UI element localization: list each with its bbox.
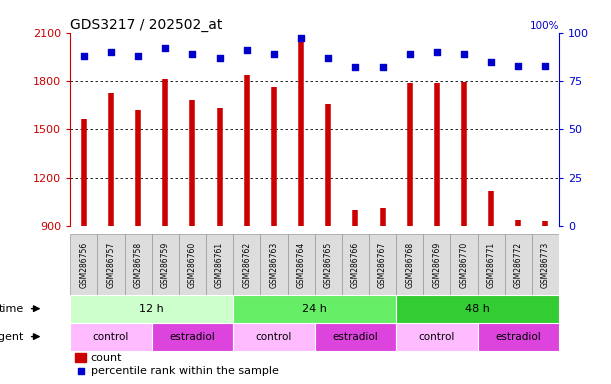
Text: GSM286766: GSM286766	[351, 241, 360, 288]
Text: agent: agent	[0, 331, 24, 342]
Bar	[396, 295, 559, 323]
Text: GSM286758: GSM286758	[134, 242, 142, 288]
Bar	[288, 234, 315, 295]
Bar	[125, 234, 152, 295]
Bar	[179, 234, 206, 295]
Point	[214, 55, 224, 61]
Text: GSM286768: GSM286768	[405, 242, 414, 288]
Bar	[315, 323, 396, 351]
Point	[161, 45, 170, 51]
Text: GSM286762: GSM286762	[243, 242, 251, 288]
Text: GSM286765: GSM286765	[324, 241, 333, 288]
Text: GDS3217 / 202502_at: GDS3217 / 202502_at	[70, 18, 222, 31]
Point	[459, 51, 469, 57]
Point	[296, 35, 306, 41]
Bar	[315, 234, 342, 295]
Text: 24 h: 24 h	[302, 304, 327, 314]
Bar	[423, 234, 450, 295]
Point	[378, 65, 387, 71]
Text: GSM286764: GSM286764	[296, 241, 306, 288]
Point	[76, 367, 86, 374]
Bar	[505, 234, 532, 295]
Point	[269, 51, 279, 57]
Bar	[369, 234, 396, 295]
Text: GSM286761: GSM286761	[215, 242, 224, 288]
Bar	[478, 323, 559, 351]
Bar	[233, 295, 396, 323]
Text: percentile rank within the sample: percentile rank within the sample	[91, 366, 279, 376]
Bar	[342, 234, 369, 295]
Point	[486, 59, 496, 65]
Bar	[152, 323, 233, 351]
Text: 100%: 100%	[530, 21, 559, 31]
Bar	[260, 234, 288, 295]
Bar	[233, 234, 260, 295]
Text: GSM286763: GSM286763	[269, 241, 279, 288]
Text: GSM286756: GSM286756	[79, 241, 89, 288]
Point	[79, 53, 89, 59]
Bar	[532, 234, 559, 295]
Text: GSM286769: GSM286769	[433, 241, 441, 288]
Text: GSM286767: GSM286767	[378, 241, 387, 288]
Text: count: count	[91, 353, 122, 363]
Bar	[450, 234, 478, 295]
Text: GSM286773: GSM286773	[541, 241, 550, 288]
Text: GSM286770: GSM286770	[459, 241, 469, 288]
Text: control: control	[419, 331, 455, 342]
Point	[323, 55, 333, 61]
Text: GSM286757: GSM286757	[106, 241, 115, 288]
Point	[106, 49, 116, 55]
Text: estradiol: estradiol	[332, 331, 378, 342]
Bar	[75, 353, 86, 362]
Text: control: control	[256, 331, 292, 342]
Point	[513, 63, 523, 69]
Bar	[206, 234, 233, 295]
Text: estradiol: estradiol	[170, 331, 215, 342]
Text: GSM286772: GSM286772	[514, 242, 523, 288]
Point	[432, 49, 442, 55]
Bar	[396, 323, 478, 351]
Bar	[233, 323, 315, 351]
Bar	[97, 234, 125, 295]
Point	[133, 53, 143, 59]
Point	[541, 63, 551, 69]
Text: GSM286760: GSM286760	[188, 241, 197, 288]
Text: control: control	[93, 331, 129, 342]
Text: GSM286759: GSM286759	[161, 241, 170, 288]
Bar	[70, 234, 97, 295]
Text: time: time	[0, 304, 24, 314]
Text: estradiol: estradiol	[496, 331, 541, 342]
Point	[188, 51, 197, 57]
Bar	[152, 234, 179, 295]
Point	[242, 47, 252, 53]
Point	[351, 65, 360, 71]
Text: 48 h: 48 h	[465, 304, 490, 314]
Bar	[70, 323, 152, 351]
Bar	[70, 295, 233, 323]
Text: GSM286771: GSM286771	[487, 242, 496, 288]
Bar	[478, 234, 505, 295]
Bar	[396, 234, 423, 295]
Point	[405, 51, 415, 57]
Text: 12 h: 12 h	[139, 304, 164, 314]
